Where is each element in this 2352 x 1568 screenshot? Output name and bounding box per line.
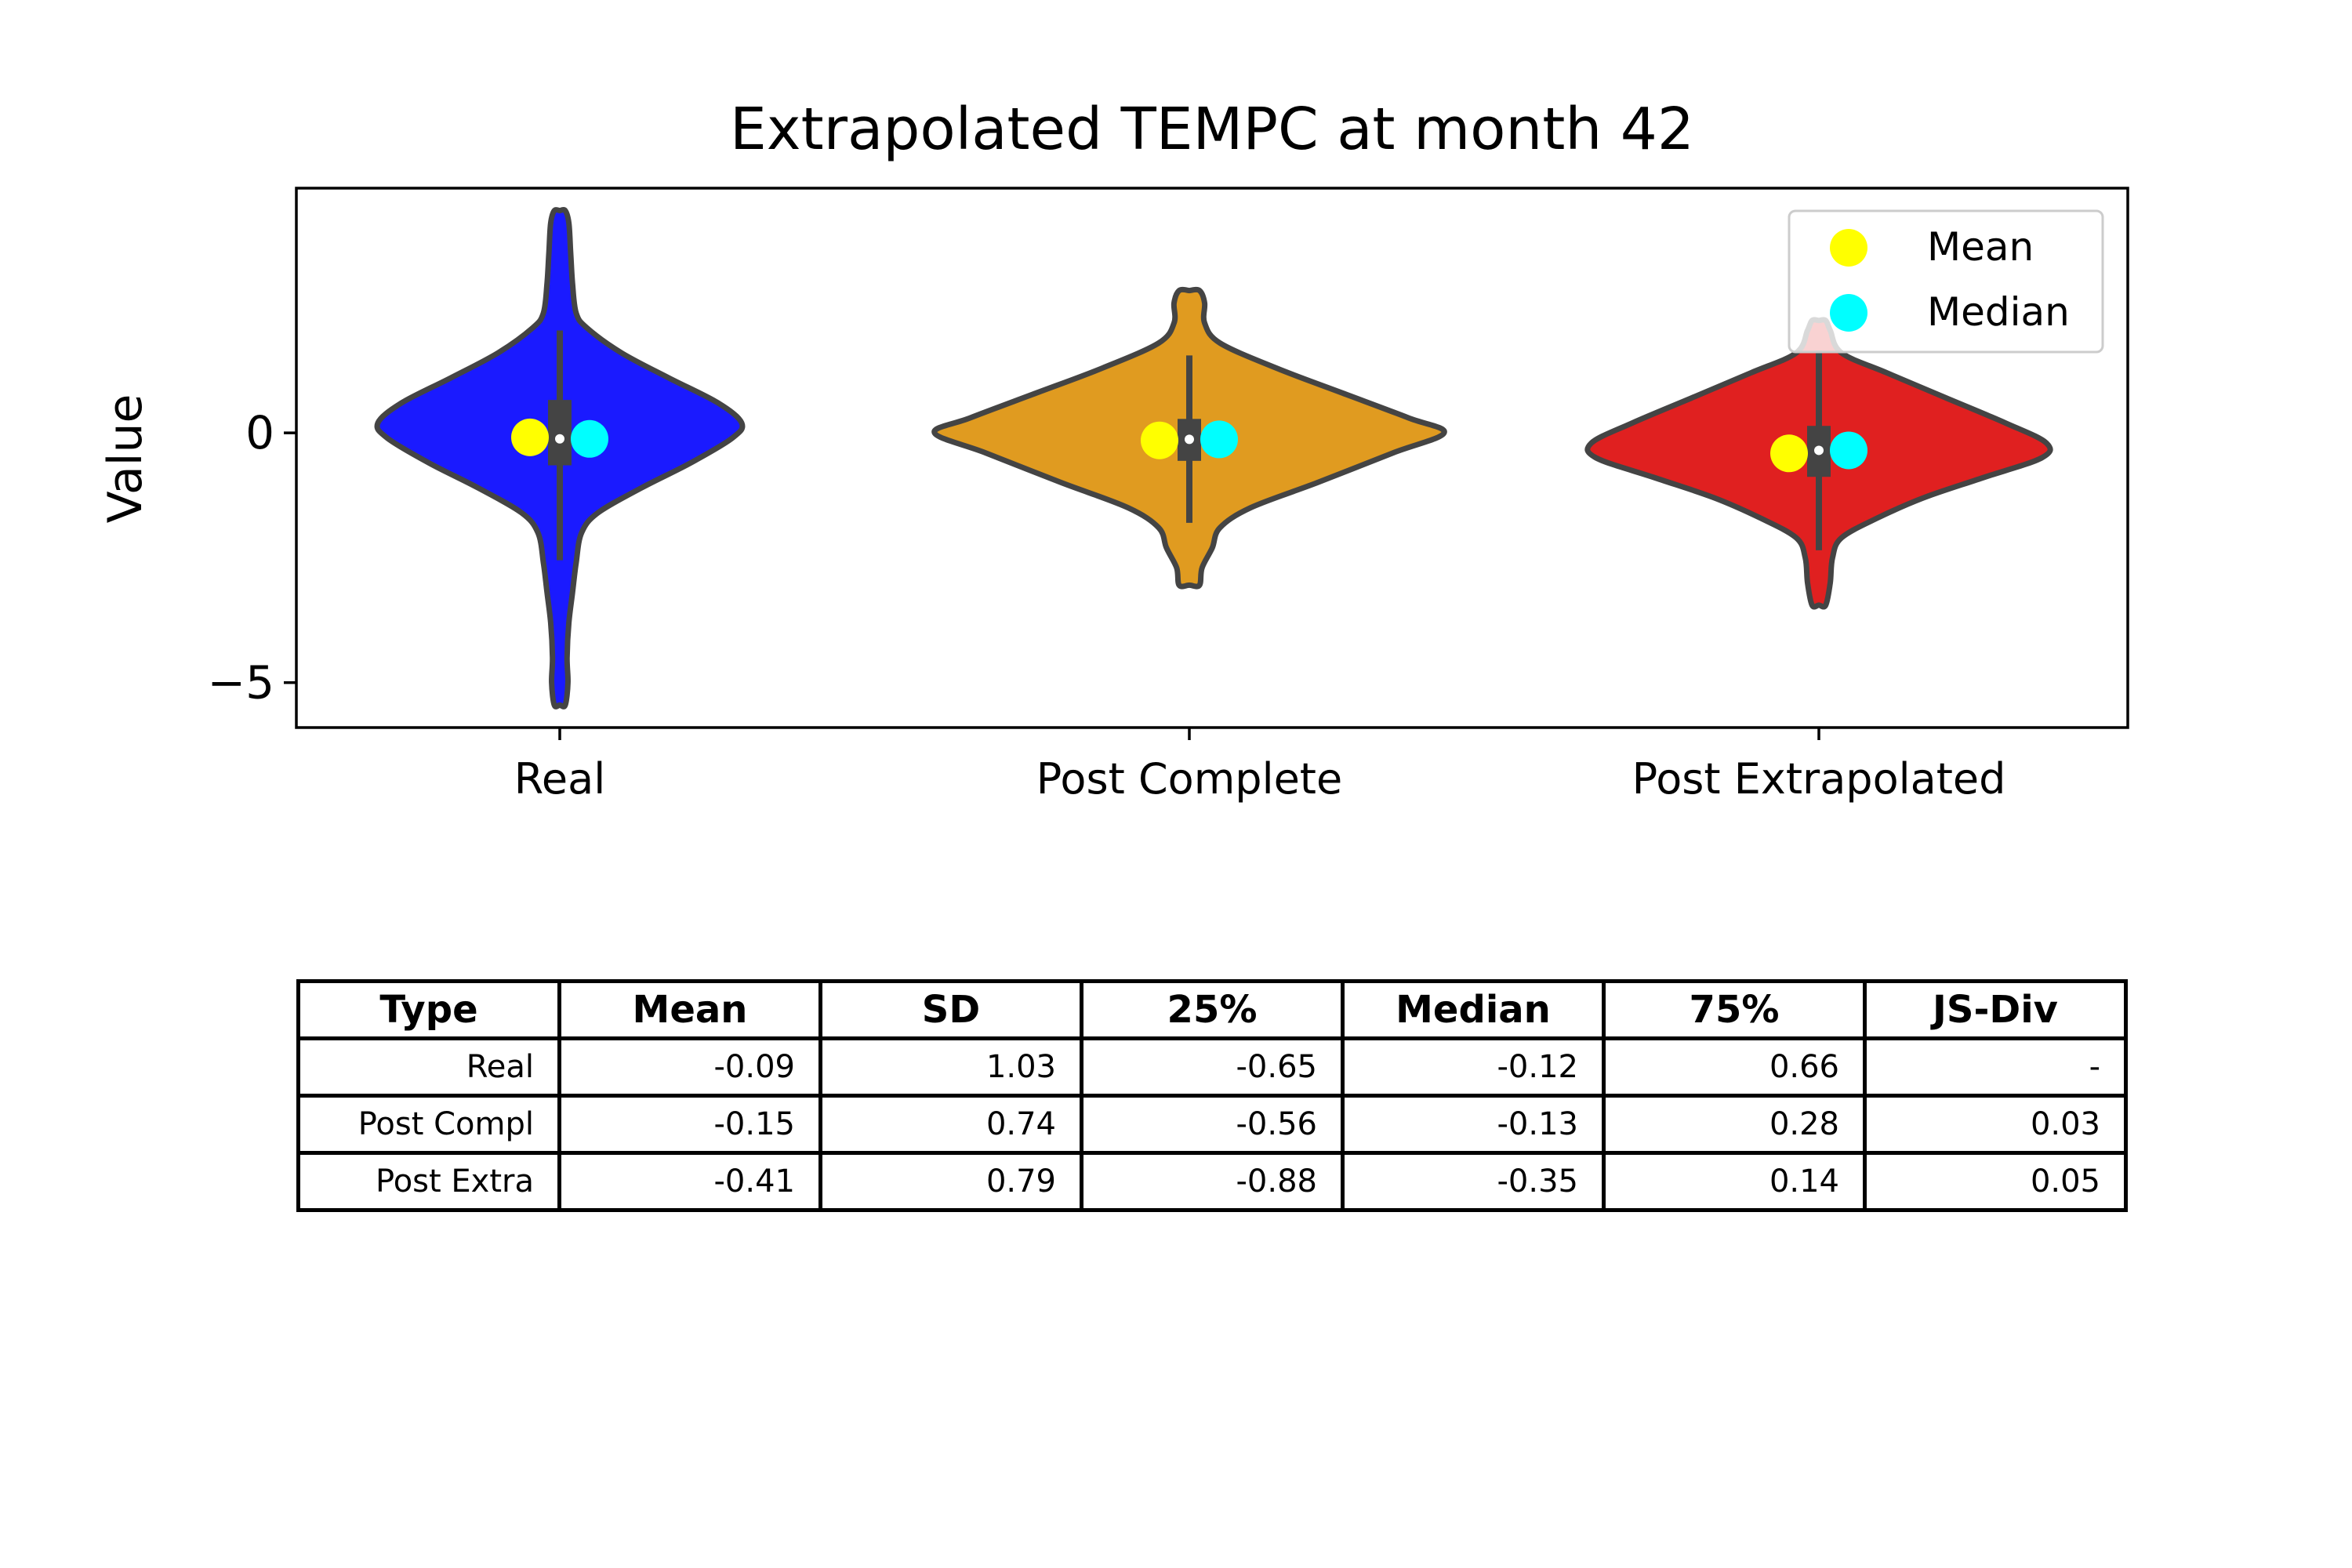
header-mean: Mean [557, 979, 822, 1040]
chart-title: Extrapolated TEMPC at month 42 [730, 96, 1694, 163]
table-row: Post Compl -0.15 0.74 -0.56 -0.13 0.28 0… [296, 1094, 2128, 1155]
inner-median-dot [1814, 445, 1824, 456]
cell-mean: -0.15 [557, 1094, 822, 1155]
mean-marker [1141, 421, 1178, 459]
cell-js-div: 0.03 [1863, 1094, 2128, 1155]
legend-mean-label: Mean [1927, 224, 2034, 270]
violin-post-complete [931, 286, 1447, 590]
y-tick-label: −5 [208, 656, 275, 710]
legend-box [1788, 209, 2104, 354]
cell-median: -0.35 [1341, 1151, 1606, 1212]
violin-real [374, 207, 746, 710]
violin-post-extrapolated [1584, 317, 2053, 610]
y-axis-label: Value [98, 394, 153, 524]
cell-sd: 1.03 [818, 1036, 1083, 1098]
mean-marker [1770, 434, 1808, 473]
table-header-row: Type Mean SD 25% Median 75% JS-Div [296, 979, 2128, 1040]
x-tick-label: Post Extrapolated [1632, 754, 2006, 804]
cell-sd: 0.74 [818, 1094, 1083, 1155]
header-type: Type [296, 979, 561, 1040]
inner-median-dot [1185, 434, 1194, 445]
median-marker [1830, 431, 1867, 470]
violins-group [374, 207, 2053, 710]
inner-median-dot [555, 434, 564, 444]
summary-table: Type Mean SD 25% Median 75% JS-Div Real … [296, 979, 2128, 1212]
cell-js-div: - [1863, 1036, 2128, 1098]
legend-mean-marker [1830, 229, 1867, 267]
cell-type: Post Extra [296, 1151, 561, 1212]
axis-ticks-group: 0 −5 Real Post Complete Post Extrapolated [208, 406, 2006, 804]
cell-25pct: -0.88 [1080, 1151, 1345, 1212]
cell-sd: 0.79 [818, 1151, 1083, 1212]
legend-median-label: Median [1927, 289, 2070, 335]
cell-median: -0.13 [1341, 1094, 1606, 1155]
x-tick-label: Post Complete [1036, 754, 1342, 804]
median-marker [1200, 420, 1238, 459]
cell-type: Post Compl [296, 1094, 561, 1155]
legend-median-marker [1830, 294, 1867, 332]
table-row: Real -0.09 1.03 -0.65 -0.12 0.66 - [296, 1036, 2128, 1098]
cell-type: Real [296, 1036, 561, 1098]
cell-25pct: -0.56 [1080, 1094, 1345, 1155]
header-sd: SD [818, 979, 1083, 1040]
summary-table-container: Type Mean SD 25% Median 75% JS-Div Real … [296, 979, 2128, 1212]
iqr-box [548, 400, 572, 466]
y-tick-label: 0 [245, 406, 274, 459]
x-tick-label: Real [514, 754, 605, 804]
header-js-div: JS-Div [1863, 979, 2128, 1040]
cell-mean: -0.41 [557, 1151, 822, 1212]
cell-75pct: 0.66 [1602, 1036, 1867, 1098]
cell-median: -0.12 [1341, 1036, 1606, 1098]
header-75pct: 75% [1602, 979, 1867, 1040]
legend: Mean Median [1788, 209, 2104, 354]
cell-75pct: 0.28 [1602, 1094, 1867, 1155]
median-marker [571, 419, 608, 458]
header-25pct: 25% [1080, 979, 1345, 1040]
cell-75pct: 0.14 [1602, 1151, 1867, 1212]
cell-25pct: -0.65 [1080, 1036, 1345, 1098]
mean-marker [511, 418, 549, 456]
cell-js-div: 0.05 [1863, 1151, 2128, 1212]
table-row: Post Extra -0.41 0.79 -0.88 -0.35 0.14 0… [296, 1151, 2128, 1212]
plot-frame [295, 187, 2129, 729]
header-median: Median [1341, 979, 1606, 1040]
cell-mean: -0.09 [557, 1036, 822, 1098]
